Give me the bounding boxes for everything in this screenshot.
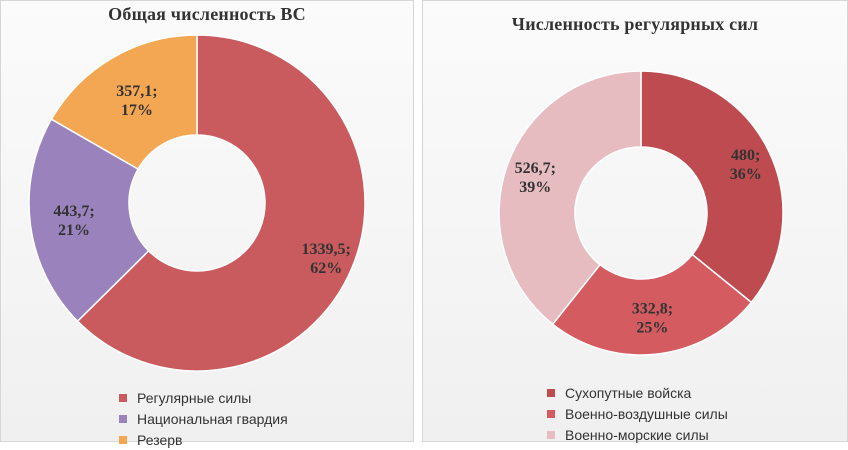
- slice-value-label: 443,7;: [53, 203, 94, 220]
- legend-swatch: [119, 435, 127, 444]
- legend-swatch: [547, 409, 555, 418]
- legend-label: Регулярные силы: [137, 389, 252, 406]
- donut-chart-regular: 480; 36% 332,8; 25% 526,7; 39%: [498, 70, 784, 356]
- slice-percent-label: 17%: [121, 102, 153, 119]
- legend-item: Национальная гвардия: [119, 408, 288, 429]
- slice-percent-label: 25%: [636, 319, 668, 336]
- legend-item: Военно-воздушные силы: [547, 403, 728, 424]
- slice-percent-label: 62%: [310, 260, 342, 277]
- legend-regular: Сухопутные войска Военно-воздушные силы Во…: [547, 382, 728, 445]
- legend-item: Военно-морские силы: [547, 424, 728, 445]
- slice-value-label: 480;: [731, 147, 760, 164]
- legend-swatch: [547, 388, 555, 397]
- legend-swatch: [119, 393, 127, 402]
- donut-slice-1: [640, 70, 784, 304]
- legend-label: Сухопутные войска: [565, 384, 692, 401]
- legend-label: Национальная гвардия: [137, 410, 288, 427]
- slice-percent-label: 21%: [58, 222, 90, 239]
- chart-title-regular: Численность регулярных сил: [511, 14, 759, 34]
- chart-panel-total: Общая численность ВС 1339,5; 62% 443,7; 21%…: [0, 0, 414, 448]
- legend-label: Резерв: [137, 431, 183, 448]
- slice-value-label: 526,7;: [515, 160, 556, 177]
- legend-item: Резерв: [119, 429, 288, 450]
- slice-value-label: 357,1;: [116, 83, 157, 100]
- donut-slice-3: [50, 34, 198, 171]
- donut-slice-1: [76, 34, 366, 372]
- donut-slice-3: [498, 70, 642, 326]
- donut-chart-total: 1339,5; 62% 443,7; 21% 357,1; 17%: [28, 34, 366, 372]
- legend-item: Регулярные силы: [119, 387, 288, 408]
- slice-percent-label: 36%: [730, 166, 762, 183]
- donut-slice-2: [28, 118, 150, 323]
- legend-item: Сухопутные войска: [547, 382, 728, 403]
- chart-title-total: Общая численность ВС: [108, 4, 306, 24]
- legend-swatch: [119, 414, 127, 423]
- donut-slice-2: [551, 253, 753, 356]
- slice-value-label: 332,8;: [632, 300, 673, 317]
- legend-total: Регулярные силы Национальная гвардия Резер…: [119, 387, 288, 450]
- slice-percent-label: 39%: [519, 179, 551, 196]
- chart-panel-regular: Численность регулярных сил 480; 36% 332,8;…: [422, 0, 848, 445]
- legend-label: Военно-морские силы: [565, 426, 709, 443]
- legend-swatch: [547, 430, 555, 439]
- slice-value-label: 1339,5;: [302, 241, 351, 258]
- legend-label: Военно-воздушные силы: [565, 405, 728, 422]
